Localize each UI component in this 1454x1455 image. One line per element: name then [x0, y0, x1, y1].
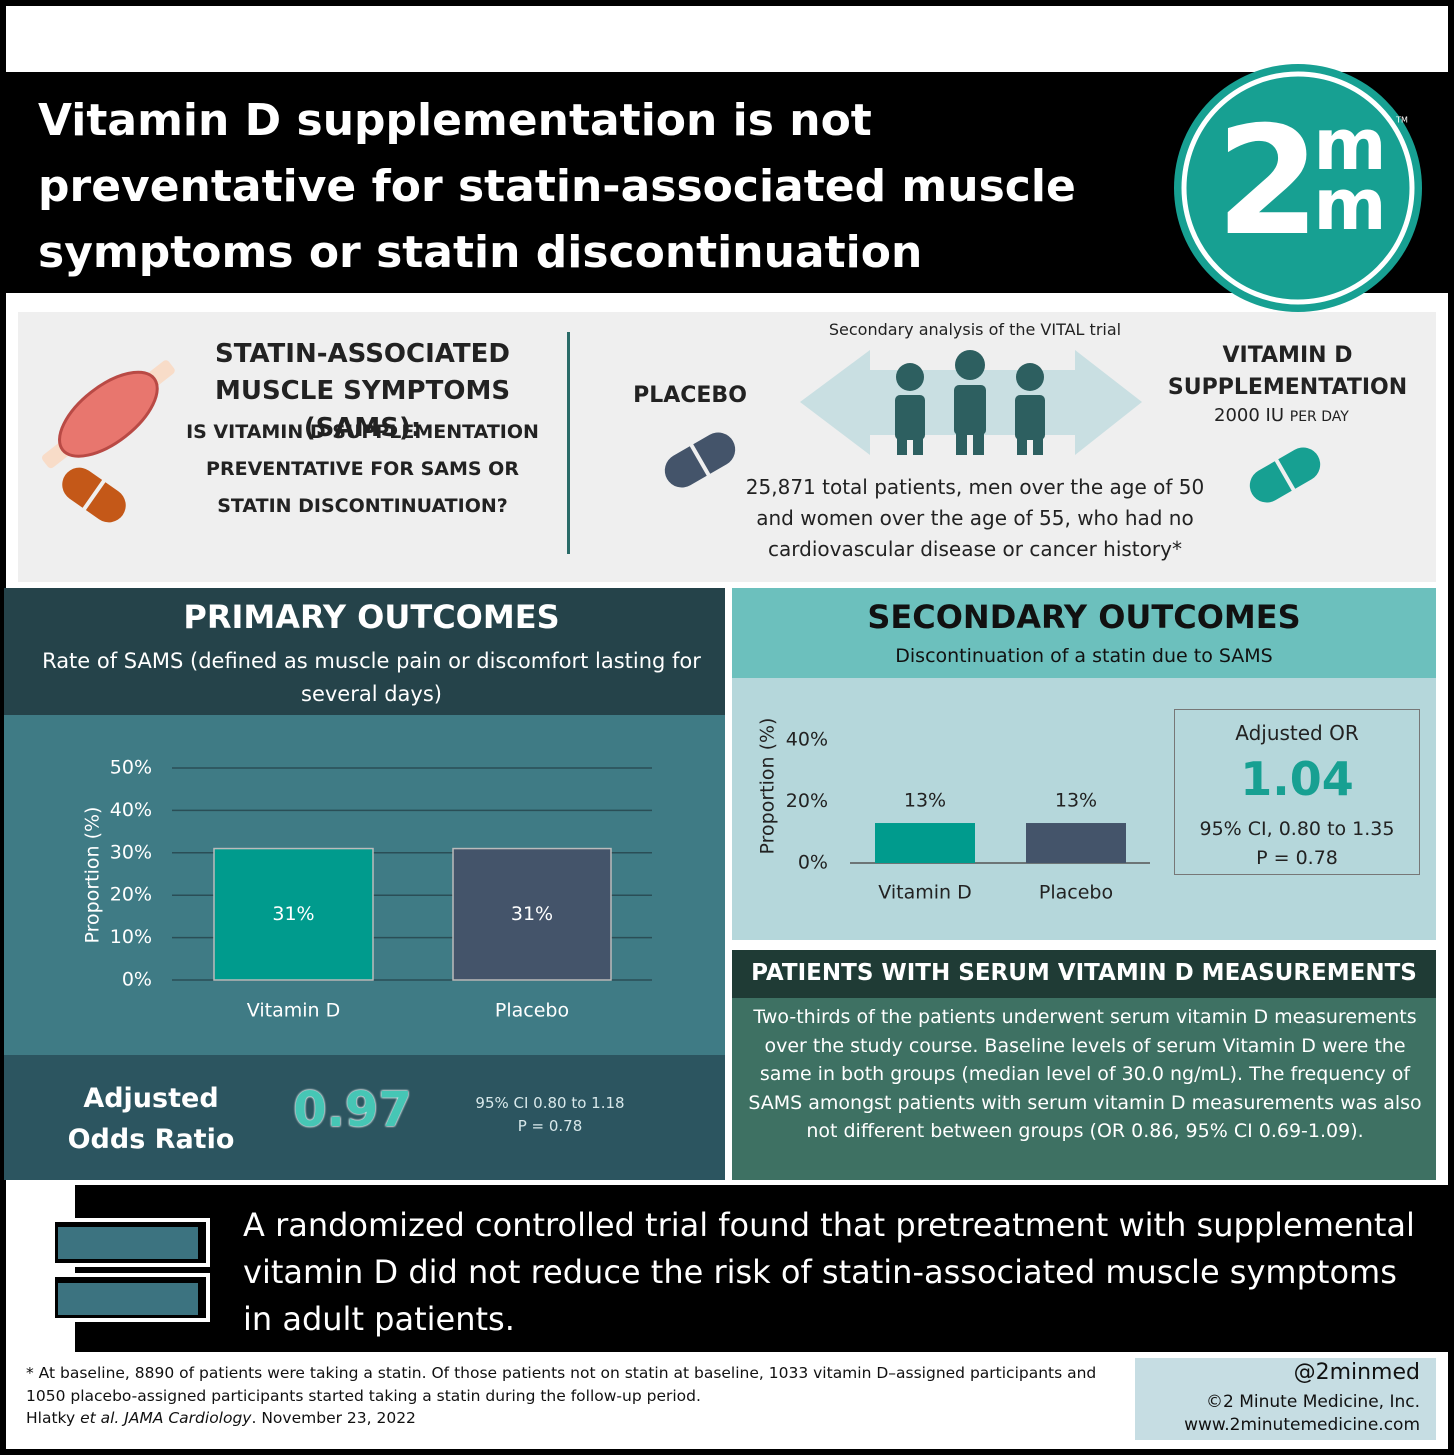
- y-tick-label: 40%: [110, 799, 152, 821]
- handle: @2minmed: [1293, 1360, 1420, 1385]
- citation-part: et al.: [80, 1409, 120, 1427]
- logo-circle: [1181, 71, 1415, 305]
- secondary-or-value: 1.04: [1240, 752, 1354, 806]
- secondary-or-box: [1174, 709, 1420, 875]
- people: [895, 350, 1045, 455]
- footnote: * At baseline, 8890 of patients were tak…: [26, 1364, 1097, 1405]
- primary-title: PRIMARY OUTCOMES: [183, 598, 560, 636]
- value-label: 13%: [904, 790, 946, 812]
- vitamin-pill: [1249, 447, 1321, 503]
- y-axis-label: Proportion (%): [82, 807, 104, 944]
- y-tick-label: 10%: [110, 926, 152, 948]
- y-tick-label: 40%: [786, 729, 828, 751]
- primary-or-panel: [4, 1055, 725, 1180]
- serum-body: Two-thirds of the patients underwent ser…: [748, 1006, 1422, 1142]
- pill-split: [81, 478, 107, 512]
- study-population: 25,871 total patients, men over the age …: [745, 475, 1205, 561]
- x-tick-label: Placebo: [495, 1000, 569, 1022]
- title: Vitamin D supplementation is not prevent…: [38, 95, 1076, 278]
- y-axis-label: Proportion (%): [757, 718, 779, 855]
- primary-or-label: Adjusted Odds Ratio: [67, 1083, 235, 1155]
- y-tick-label: 20%: [110, 884, 152, 906]
- value-label: 31%: [272, 903, 314, 925]
- primary-subtitle: Rate of SAMS (defined as muscle pain or …: [42, 649, 701, 706]
- logo-mark: TM: [1395, 116, 1408, 125]
- intro-heading: STATIN-ASSOCIATED MUSCLE SYMPTOMS (SAMS)…: [214, 339, 511, 443]
- copyright: ©2 Minute Medicine, Inc.: [1206, 1392, 1420, 1412]
- serum-heading: PATIENTS WITH SERUM VITAMIN D MEASUREMEN…: [751, 960, 1417, 986]
- primary-or-value: 0.97: [293, 1082, 412, 1138]
- y-tick-label: 0%: [122, 969, 152, 991]
- placebo-label: PLACEBO: [633, 383, 747, 408]
- x-tick-label: Placebo: [1039, 882, 1113, 904]
- conclusion-band: [75, 1185, 1448, 1352]
- citation-part: JAMA Cardiology: [124, 1409, 252, 1427]
- divider: [567, 332, 570, 554]
- study-design: Secondary analysis of the VITAL trial: [828, 320, 1122, 339]
- primary-header: [4, 588, 725, 715]
- secondary-p: P = 0.78: [1256, 847, 1338, 869]
- bar: [1026, 823, 1126, 863]
- primary-p: P = 0.78: [517, 1117, 583, 1135]
- bar: [213, 847, 374, 981]
- intro-question: IS VITAMIN D SUPPLEMENTATION PREVENTATIV…: [186, 421, 539, 517]
- secondary-or-label: Adjusted OR: [1235, 721, 1359, 745]
- muscle: [58, 370, 159, 458]
- logo-letter: m: [1314, 104, 1387, 186]
- people-icon: [800, 350, 1142, 455]
- citation: Hlatky et al. JAMA Cardiology. November …: [26, 1409, 1026, 1427]
- secondary-title: SECONDARY OUTCOMES: [867, 598, 1301, 636]
- x-tick-label: Vitamin D: [247, 1000, 340, 1022]
- value-label: 31%: [511, 903, 553, 925]
- conclusion: A randomized controlled trial found that…: [243, 1206, 1415, 1338]
- secondary-header: [732, 588, 1436, 678]
- secondary-ci: 95% CI, 0.80 to 1.35: [1199, 818, 1395, 840]
- dose: 2000 IU PER DAY: [1214, 405, 1414, 426]
- y-tick-label: 0%: [798, 852, 828, 874]
- primary-ci: 95% CI 0.80 to 1.18: [475, 1094, 625, 1112]
- secondary-chart-panel: [732, 678, 1436, 940]
- citation-part: . November 23, 2022: [251, 1409, 416, 1427]
- serum-header: [732, 950, 1436, 998]
- logo-ring: [1174, 64, 1422, 312]
- logo: 2 m m TM: [1174, 64, 1422, 312]
- conclusion-icon: [51, 1218, 210, 1322]
- dose-unit: PER DAY: [1289, 409, 1349, 425]
- secondary-subtitle: Discontinuation of a statin due to SAMS: [895, 645, 1273, 667]
- value-label: 13%: [1055, 790, 1097, 812]
- y-tick-label: 20%: [786, 790, 828, 812]
- website: www.2minutemedicine.com: [1184, 1415, 1420, 1435]
- bar: [452, 847, 612, 981]
- x-tick-label: Vitamin D: [878, 882, 971, 904]
- y-tick-label: 30%: [110, 841, 152, 863]
- citation-part: Hlatky: [26, 1409, 81, 1427]
- bar: [875, 823, 975, 863]
- credits-box: [1135, 1358, 1436, 1440]
- y-tick-label: 50%: [110, 757, 152, 779]
- muscle-icon: [42, 360, 175, 523]
- placebo-pill: [664, 432, 736, 488]
- treatment-label: VITAMIN D SUPPLEMENTATION: [1167, 343, 1408, 400]
- logo-numeral: 2: [1216, 95, 1320, 269]
- logo-letter: m: [1314, 164, 1387, 246]
- serum-panel: [732, 998, 1436, 1180]
- dose-amount: 2000 IU: [1214, 405, 1285, 426]
